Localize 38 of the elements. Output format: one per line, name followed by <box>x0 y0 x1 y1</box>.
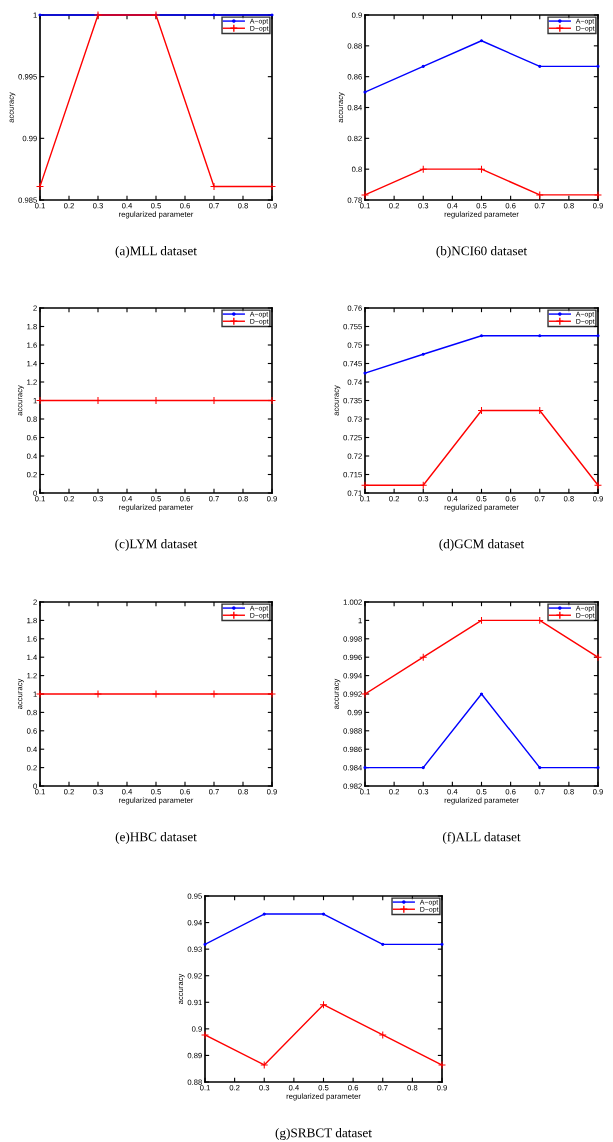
point <box>479 39 484 43</box>
point <box>262 912 266 916</box>
point <box>538 334 542 338</box>
point <box>594 653 602 662</box>
point <box>479 334 484 338</box>
text: (d)GCM dataset <box>439 539 525 551</box>
point <box>594 481 602 490</box>
point <box>535 190 544 199</box>
point <box>319 1000 328 1009</box>
point <box>421 352 425 356</box>
point <box>538 766 542 770</box>
point <box>440 942 444 946</box>
point <box>596 64 600 68</box>
point <box>361 481 369 490</box>
point <box>479 692 484 696</box>
point <box>201 1030 209 1039</box>
text: (e)HBC dataset <box>115 832 197 844</box>
point <box>361 190 369 199</box>
point <box>421 64 425 68</box>
point <box>419 481 428 490</box>
text: (g)SRBCT dataset <box>275 1128 372 1140</box>
point <box>419 653 428 662</box>
text: (f)ALL dataset <box>442 831 521 845</box>
point <box>260 1061 269 1069</box>
text: (a)MLL dataset <box>115 246 197 258</box>
point <box>594 190 602 199</box>
point <box>321 912 326 916</box>
text: (c)LYM dataset <box>115 539 198 551</box>
point <box>419 165 428 174</box>
point <box>378 1030 387 1039</box>
point <box>203 942 207 946</box>
point <box>538 64 542 68</box>
point <box>438 1061 446 1069</box>
point <box>381 942 385 946</box>
text: (b)NCI60 dataset <box>436 246 528 258</box>
point <box>421 766 425 770</box>
point <box>477 165 486 174</box>
point <box>596 334 600 338</box>
